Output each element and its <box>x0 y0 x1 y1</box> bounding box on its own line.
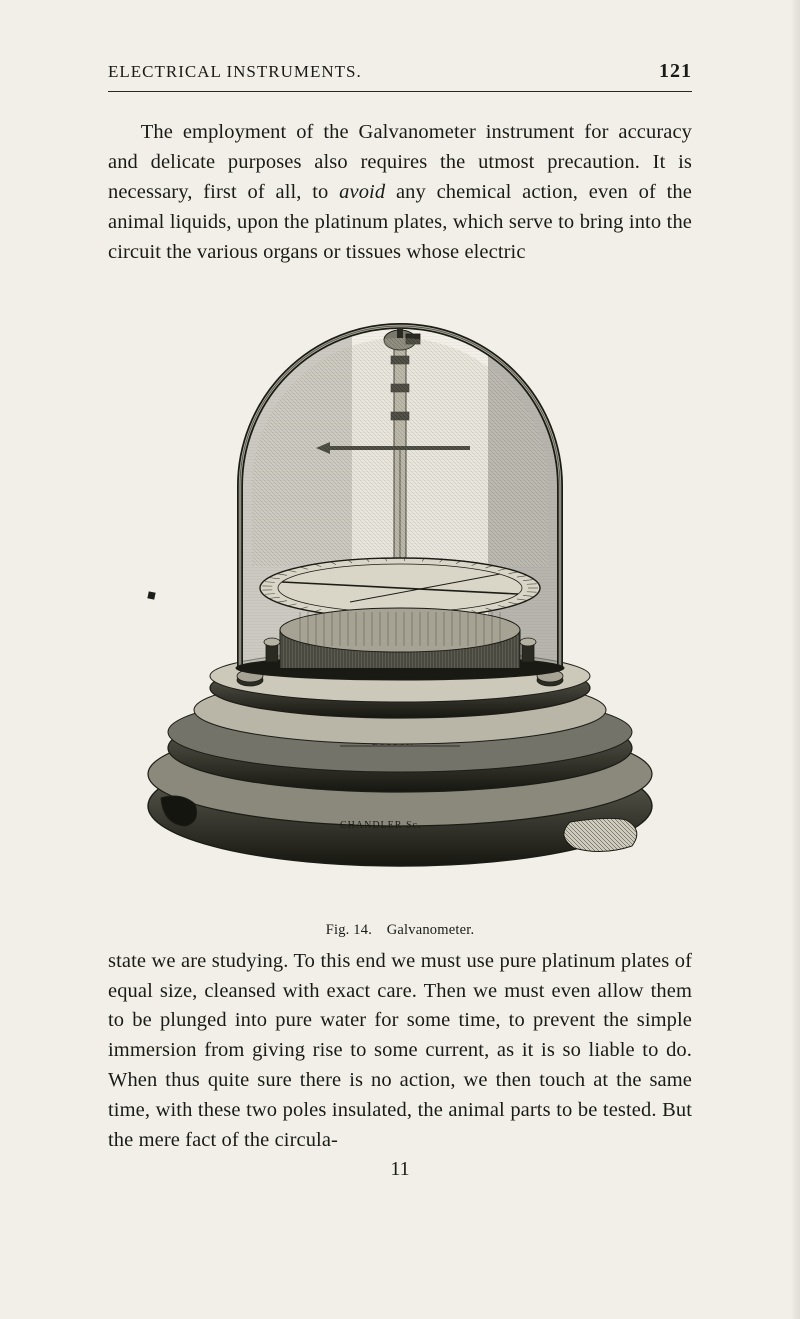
page-number: 121 <box>659 60 692 83</box>
galvanometer-illustration: CHANDLER Sc.PALMER & HALLBOSTON <box>140 296 660 916</box>
running-head: ELECTRICAL INSTRUMENTS. 121 <box>108 60 692 83</box>
body-paragraph-bottom: state we are studying. To this end we mu… <box>108 947 692 1156</box>
header-rule <box>108 91 692 92</box>
running-title: ELECTRICAL INSTRUMENTS. <box>108 62 362 82</box>
body-paragraph-top: The employment of the Galvanometer instr… <box>108 118 692 268</box>
figure-caption: Fig. 14. Galvanometer. <box>326 922 475 939</box>
page-edge-shadow <box>790 0 800 1319</box>
svg-text:CHANDLER Sc.: CHANDLER Sc. <box>340 820 421 831</box>
figure-galvanometer: CHANDLER Sc.PALMER & HALLBOSTON Fig. 14.… <box>108 296 692 939</box>
print-speck <box>147 591 155 599</box>
signature-mark: 11 <box>108 1158 692 1181</box>
